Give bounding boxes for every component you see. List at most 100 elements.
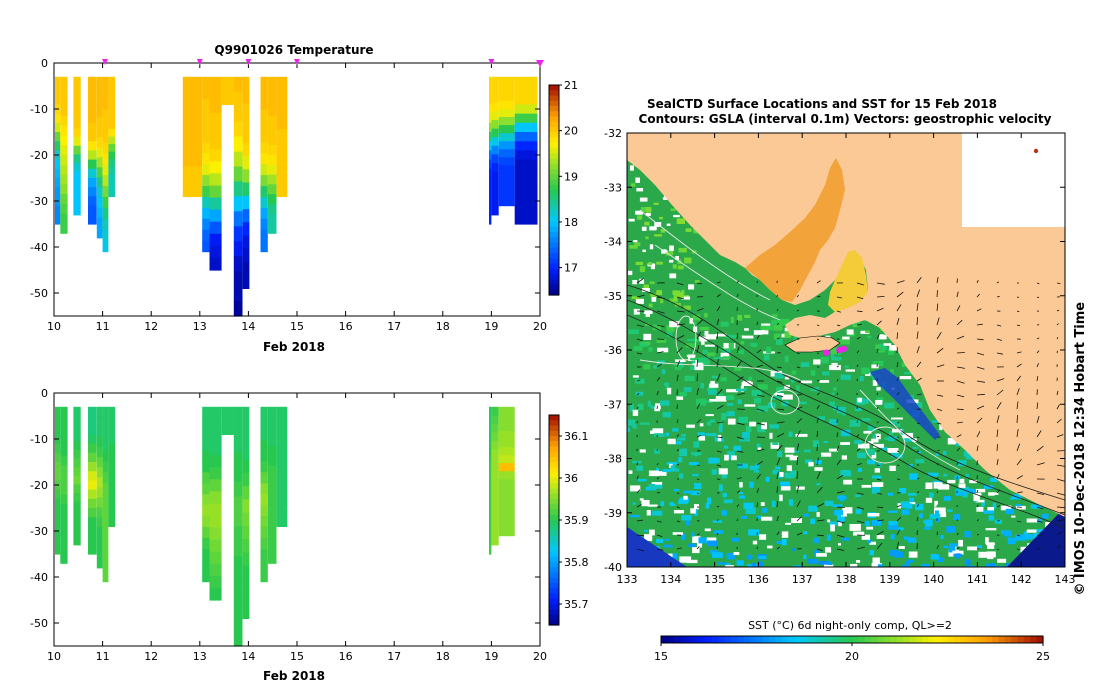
colorbar-swatch	[549, 551, 559, 558]
sst-patch	[660, 501, 665, 507]
colorbar-swatch	[549, 478, 559, 484]
cloud-gap	[845, 369, 855, 372]
velocity-vector	[996, 401, 1002, 410]
cloud-gap	[744, 328, 749, 331]
velocity-vector	[916, 276, 922, 284]
profile-cell	[491, 493, 499, 503]
profile-cell	[55, 122, 61, 133]
velocity-vector	[916, 317, 918, 326]
colorbar-swatch	[549, 462, 559, 469]
profile-cell	[491, 424, 499, 434]
profile-cell	[182, 84, 203, 93]
colorbar-swatch	[549, 436, 559, 442]
velocity-vector	[936, 422, 942, 425]
profile-cell	[55, 113, 61, 124]
profile-cell	[267, 184, 277, 195]
sst-patch	[901, 362, 906, 368]
profile-cell	[267, 475, 277, 486]
cloud-gap	[857, 397, 862, 403]
sst-patch	[750, 342, 758, 346]
colorbar-swatch	[549, 100, 559, 107]
profile-cell	[60, 76, 68, 88]
map-x-tick-label: 142	[1011, 573, 1032, 586]
cloud-gap	[692, 547, 700, 554]
sst-patch	[645, 312, 650, 317]
profile-cell	[73, 154, 81, 164]
velocity-vector	[896, 392, 900, 396]
velocity-vector	[856, 323, 862, 326]
velocity-vector	[876, 464, 881, 466]
velocity-vector	[916, 516, 919, 522]
velocity-vector	[1056, 544, 1061, 550]
velocity-vector	[836, 548, 845, 551]
sst-patch	[916, 402, 923, 408]
profile-cell	[108, 496, 116, 505]
velocity-vector	[776, 501, 778, 508]
velocity-vector	[636, 338, 643, 342]
sst-patch	[740, 334, 744, 338]
profile-cell	[88, 104, 97, 115]
profile-cell	[88, 132, 97, 142]
temperature-frame	[53, 62, 541, 317]
sst-colorbar-swatch	[718, 636, 726, 643]
sst-patch	[700, 383, 705, 389]
profile-cell	[88, 535, 97, 546]
sst-patch	[773, 333, 781, 340]
cloud-gap	[753, 330, 762, 335]
sst-patch	[635, 177, 640, 183]
x-tick-label: 17	[387, 650, 401, 663]
sst-patch	[723, 499, 733, 504]
colorbar-swatch	[549, 514, 559, 521]
velocity-vector	[756, 349, 762, 354]
sst-patch	[656, 339, 666, 343]
profile-cell	[73, 415, 81, 425]
sst-patch	[666, 331, 673, 337]
sst-patch	[632, 502, 636, 505]
cloud-gap	[985, 537, 989, 544]
velocity-vector	[736, 333, 739, 340]
velocity-vector	[796, 380, 802, 383]
sst-patch	[818, 561, 829, 565]
profile-cell	[55, 406, 61, 417]
cloud-gap	[887, 448, 899, 453]
cloud-gap	[808, 461, 814, 467]
sst-colorbar-swatch	[947, 636, 955, 643]
sst-patch	[994, 519, 1002, 524]
profile-cell	[242, 129, 250, 144]
profile-cell	[209, 137, 222, 150]
sst-patch	[648, 347, 653, 352]
velocity-vector	[716, 388, 723, 396]
profile-cell	[489, 508, 492, 518]
profile-cell	[233, 136, 243, 153]
y-tick-label: 0	[41, 57, 48, 70]
colorbar-swatch	[549, 509, 559, 516]
profile-cell	[73, 467, 81, 477]
sst-patch	[977, 545, 983, 549]
cloud-gap	[647, 504, 658, 507]
sst-patch	[889, 431, 894, 436]
sst-patch	[707, 540, 717, 547]
velocity-vector	[676, 310, 685, 313]
colorbar-swatch	[549, 190, 559, 196]
sst-patch	[909, 463, 914, 468]
velocity-vector	[636, 475, 639, 480]
sst-patch	[985, 563, 991, 567]
cloud-gap	[828, 448, 839, 452]
profile-cell	[102, 164, 109, 176]
colorbar-swatch	[549, 525, 559, 532]
profile-cell	[202, 494, 210, 506]
profile-cell	[96, 426, 103, 438]
sst-patch	[755, 463, 760, 469]
colorbar-swatch	[549, 425, 559, 432]
velocity-vector	[656, 391, 659, 396]
profile-cell	[491, 145, 499, 155]
colorbar-swatch	[549, 530, 559, 537]
sst-patch	[927, 472, 939, 477]
colorbar-tick-label: 21	[564, 79, 578, 92]
velocity-vector	[676, 463, 680, 466]
profile-cell	[514, 113, 538, 124]
velocity-vector	[956, 305, 961, 312]
sst-colorbar-swatch	[794, 636, 802, 643]
cloud-gap	[779, 472, 784, 477]
velocity-vector	[996, 474, 1000, 480]
